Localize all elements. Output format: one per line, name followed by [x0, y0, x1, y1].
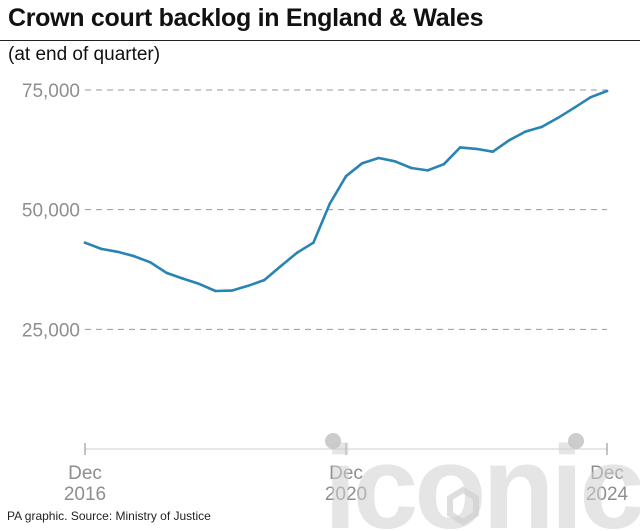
data-point-16 — [344, 174, 348, 178]
data-point-2 — [116, 250, 119, 254]
data-point-32 — [605, 89, 609, 93]
x-tick-label-year-2016: 2016 — [64, 484, 106, 505]
watermark-dot-right — [568, 433, 584, 449]
x-tick-label-year-2020: 2020 — [325, 484, 367, 505]
x-tick-label-month-2024: Dec — [590, 463, 624, 484]
data-point-5 — [165, 271, 168, 275]
data-point-11 — [263, 278, 266, 282]
x-tick-label-month-2016: Dec — [68, 463, 102, 484]
data-point-0 — [83, 241, 87, 244]
data-point-9 — [230, 289, 234, 292]
data-point-6 — [181, 277, 185, 280]
title-divider — [0, 40, 640, 41]
data-point-26 — [507, 139, 511, 142]
data-point-22 — [442, 162, 446, 166]
data-point-3 — [132, 254, 136, 258]
data-point-29 — [556, 116, 560, 120]
x-tick-label-month-2020: Dec — [329, 463, 363, 484]
data-point-12 — [279, 264, 283, 268]
data-point-14 — [312, 241, 315, 244]
series-line-0 — [83, 89, 609, 293]
chart-title: Crown court backlog in England & Wales — [8, 4, 484, 32]
data-point-31 — [589, 95, 592, 99]
data-point-27 — [524, 130, 527, 133]
data-point-24 — [475, 147, 478, 151]
data-point-1 — [100, 247, 103, 251]
data-point-15 — [328, 202, 332, 206]
watermark-hexagon-icon — [447, 486, 479, 526]
data-point-23 — [458, 146, 462, 149]
data-point-7 — [197, 282, 201, 286]
watermark-dot-left — [325, 433, 341, 449]
data-point-30 — [573, 106, 576, 109]
data-point-28 — [540, 125, 544, 129]
data-point-25 — [491, 150, 495, 153]
source-note: PA graphic. Source: Ministry of Justice — [7, 509, 211, 523]
y-axis-ticks: 25,000 50,000 75,000 — [22, 81, 80, 341]
series-layer — [83, 89, 609, 293]
data-point-18 — [377, 156, 380, 160]
data-point-4 — [149, 261, 152, 264]
data-point-20 — [410, 166, 413, 170]
data-point-19 — [393, 160, 397, 163]
x-tick-label-year-2024: 2024 — [586, 484, 629, 505]
y-tick-label-25000: 25,000 — [22, 320, 80, 341]
data-point-10 — [246, 284, 250, 288]
data-point-21 — [426, 169, 429, 172]
chart-subtitle: (at end of quarter) — [8, 44, 161, 65]
data-point-17 — [361, 161, 364, 165]
y-tick-label-75000: 75,000 — [22, 81, 80, 102]
data-point-8 — [214, 289, 217, 293]
y-tick-label-50000: 50,000 — [22, 201, 80, 222]
watermark-text: iconic — [324, 430, 640, 531]
data-point-13 — [295, 251, 299, 254]
iconic-watermark: iconic — [324, 430, 640, 531]
